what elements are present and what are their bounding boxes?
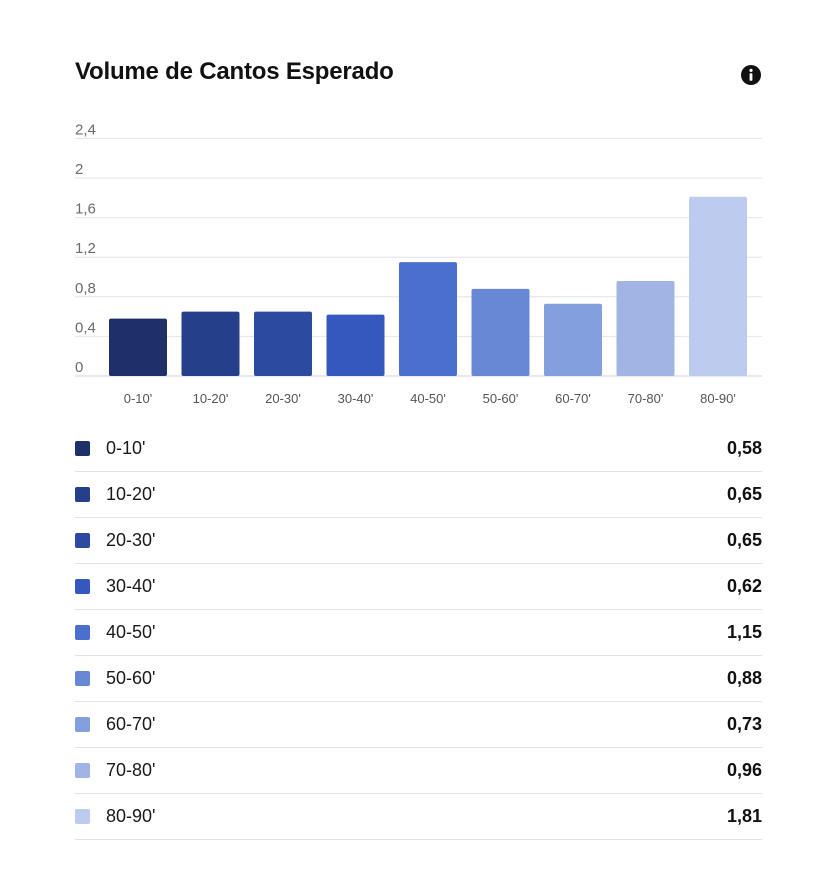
bar[interactable] xyxy=(616,280,675,376)
bar[interactable] xyxy=(109,318,167,376)
bar[interactable] xyxy=(689,196,747,376)
legend-swatch xyxy=(75,671,90,686)
bar[interactable] xyxy=(181,311,240,376)
y-tick-label: 0,4 xyxy=(75,319,96,336)
legend-label: 60-70' xyxy=(106,714,156,734)
x-tick-label: 60-70' xyxy=(555,391,591,406)
legend-value: 0,96 xyxy=(726,760,762,780)
x-tick-label: 50-60' xyxy=(483,391,519,406)
bar[interactable] xyxy=(254,311,312,376)
legend-label: 70-80' xyxy=(106,760,156,780)
y-tick-label: 0 xyxy=(75,359,83,376)
legend-label: 80-90' xyxy=(106,806,156,826)
y-tick-label: 1,6 xyxy=(75,201,96,218)
legend-swatch xyxy=(75,717,90,732)
legend-label: 10-20' xyxy=(106,484,156,504)
legend-value: 1,81 xyxy=(726,806,762,826)
y-tick-label: 2 xyxy=(75,161,83,178)
legend-value: 0,62 xyxy=(726,576,762,596)
legend-label: 40-50' xyxy=(106,622,156,642)
legend-row: 80-90' 1,81 xyxy=(75,794,762,840)
legend-swatch xyxy=(75,487,90,502)
legend-value: 0,73 xyxy=(726,714,762,734)
legend-label: 0-10' xyxy=(106,438,146,458)
legend-label: 30-40' xyxy=(106,576,156,596)
legend-value: 0,88 xyxy=(726,668,762,688)
y-tick-label: 2,4 xyxy=(75,121,96,138)
legend-row: 0-10' 0,58 xyxy=(75,426,762,472)
legend-value: 0,65 xyxy=(726,484,762,504)
legend-list: 0-10' 0,58 10-20' 0,65 20-30' 0,65 30-40' 0,62 4… xyxy=(75,426,762,840)
legend-row: 40-50' 1,15 xyxy=(75,610,762,656)
x-tick-label: 20-30' xyxy=(265,391,301,406)
legend-value: 1,15 xyxy=(726,622,762,642)
bar[interactable] xyxy=(471,288,530,376)
legend-label: 20-30' xyxy=(106,530,156,550)
bar[interactable] xyxy=(544,303,602,376)
x-tick-label: 0-10' xyxy=(124,391,153,406)
legend-swatch xyxy=(75,625,90,640)
legend-row: 70-80' 0,96 xyxy=(75,748,762,794)
y-tick-label: 1,2 xyxy=(75,240,96,257)
bar[interactable] xyxy=(326,314,385,376)
legend-row: 50-60' 0,88 xyxy=(75,656,762,702)
legend-value: 0,65 xyxy=(726,530,762,550)
legend-row: 30-40' 0,62 xyxy=(75,564,762,610)
legend-swatch xyxy=(75,533,90,548)
legend-value: 0,58 xyxy=(726,438,762,458)
legend-row: 60-70' 0,73 xyxy=(75,702,762,748)
bar[interactable] xyxy=(399,262,457,376)
legend-label: 50-60' xyxy=(106,668,156,688)
legend-swatch xyxy=(75,579,90,594)
legend-swatch xyxy=(75,763,90,778)
x-tick-label: 80-90' xyxy=(700,391,736,406)
chart-title: Volume de Cantos Esperado xyxy=(75,58,394,85)
x-tick-label: 70-80' xyxy=(628,391,664,406)
x-tick-label: 30-40' xyxy=(338,391,374,406)
x-tick-label: 10-20' xyxy=(193,391,229,406)
bar-chart: 0 0,4 0,8 1,2 1,6 2 2,4 0-10' 10-20' 20-30' 30-40'… xyxy=(75,121,762,406)
legend-row: 20-30' 0,65 xyxy=(75,518,762,564)
legend-swatch xyxy=(75,809,90,824)
legend-row: 10-20' 0,65 xyxy=(75,472,762,518)
legend-swatch xyxy=(75,441,90,456)
x-tick-label: 40-50' xyxy=(410,391,446,406)
info-icon[interactable] xyxy=(740,64,762,86)
y-tick-label: 0,8 xyxy=(75,280,96,297)
